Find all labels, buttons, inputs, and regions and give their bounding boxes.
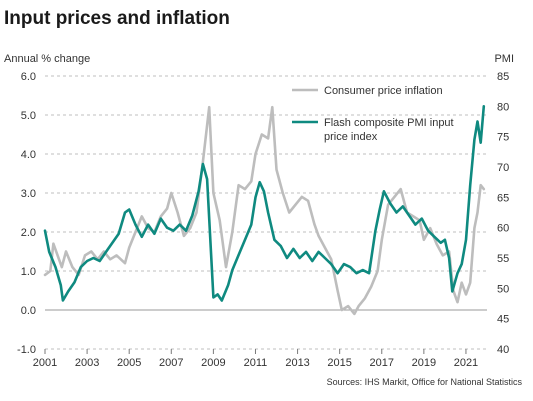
y-right-tick-label: 55 (497, 253, 509, 265)
y-left-tick-label: -1.0 (17, 344, 36, 356)
y-left-axis-title: Annual % change (4, 53, 90, 65)
y-left-tick-label: 1.0 (21, 266, 36, 278)
cpi-series-line (43, 105, 486, 316)
x-tick-label: 2015 (327, 357, 351, 369)
y-right-axis-title: PMI (494, 53, 514, 65)
y-right-tick-label: 85 (497, 71, 509, 83)
legend-label-cpi: Consumer price inflation (324, 85, 443, 97)
y-left-axis: -1.0 0.0 1.0 2.0 3.0 4.0 5.0 6.0 (17, 71, 36, 356)
y-right-tick-label: 80 (497, 101, 509, 113)
x-tick-label: 2019 (412, 357, 436, 369)
legend-label-pmi-line-1: Flash composite PMI input (324, 117, 454, 129)
pmi-series-line (43, 105, 486, 302)
y-left-tick-label: 5.0 (21, 110, 36, 122)
legend-label-pmi: Flash composite PMI input price index (324, 117, 454, 143)
y-left-tick-label: 0.0 (21, 305, 36, 317)
y-left-tick-label: 3.0 (21, 188, 36, 200)
y-right-axis: 40 45 50 55 60 65 70 75 80 85 (497, 71, 509, 356)
x-tick-label: 2001 (33, 357, 57, 369)
y-right-tick-label: 60 (497, 223, 509, 235)
x-tick-label: 2003 (75, 357, 99, 369)
y-right-tick-label: 45 (497, 314, 509, 326)
x-tick-label: 2017 (370, 357, 394, 369)
y-right-tick-label: 70 (497, 162, 509, 174)
y-left-tick-label: 2.0 (21, 227, 36, 239)
x-tick-label: 2005 (117, 357, 141, 369)
x-axis: 2001 2003 2005 2007 2009 2011 2013 2015 2017 2019… (33, 349, 478, 369)
plot-area (43, 105, 486, 316)
y-right-tick-label: 50 (497, 283, 509, 295)
x-tick-label: 2013 (285, 357, 309, 369)
y-left-tick-label: 6.0 (21, 71, 36, 83)
x-tick-label: 2011 (244, 357, 268, 369)
x-tick-label: 2021 (454, 357, 478, 369)
y-right-tick-label: 75 (497, 132, 509, 144)
legend-label-pmi-line-2: price index (324, 131, 378, 143)
chart-title: Input prices and inflation (4, 8, 230, 29)
source-note: Sources: IHS Markit, Office for National… (327, 377, 523, 387)
x-tick-label: 2007 (159, 357, 183, 369)
y-right-tick-label: 40 (497, 344, 509, 356)
y-right-tick-label: 65 (497, 192, 509, 204)
y-left-tick-label: 4.0 (21, 149, 36, 161)
legend: Consumer price inflation Flash composite … (292, 85, 454, 143)
x-tick-label: 2009 (201, 357, 225, 369)
